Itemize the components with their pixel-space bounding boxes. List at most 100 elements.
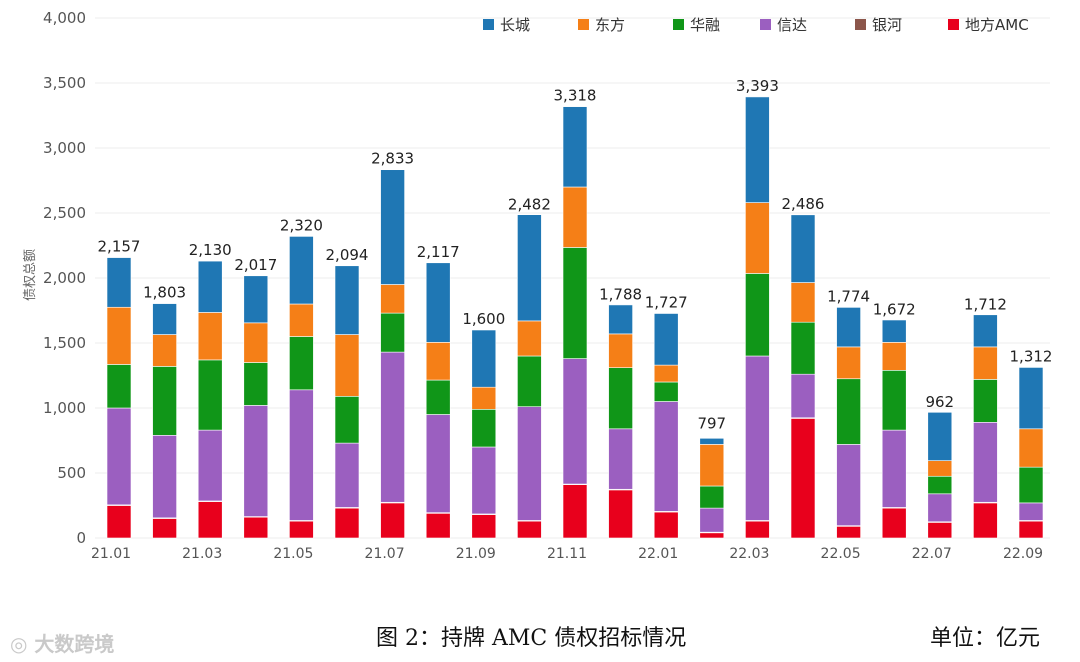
bar-segment-22.07-华融 (927, 475, 953, 495)
y-tick-label: 4,000 (43, 9, 86, 27)
bar-segment-21.09-华融 (471, 408, 497, 448)
y-tick-label: 500 (57, 464, 86, 482)
bar-segment-21.06-华融 (334, 395, 360, 444)
legend: 长城 东方 华融 信达 银河 地方AMC (483, 16, 1029, 34)
bar-segment-21.04-长城 (243, 275, 269, 324)
y-tick-label: 3,500 (43, 74, 86, 92)
bar-segment-22.08-长城 (973, 314, 998, 348)
bar-segment-21.09-地方AMC (471, 514, 497, 539)
legend-label-信达: 信达 (777, 16, 807, 34)
legend-label-华融: 华融 (690, 16, 720, 34)
bar-segment-22.04-东方 (790, 282, 816, 323)
bar-segment-22.07-信达 (927, 493, 953, 523)
bar-total-label: 1,727 (645, 293, 688, 311)
figure-caption: 图 2：持牌 AMC 债权招标情况 (376, 626, 687, 651)
bar-segment-21.06-东方 (334, 334, 360, 397)
y-tick-label: 1,500 (43, 334, 86, 352)
bar-segment-21.12-华融 (608, 367, 633, 430)
x-tick-label: 21.11 (547, 546, 587, 562)
bar-total-label: 2,094 (326, 246, 369, 264)
bar-segment-21.11-信达 (562, 358, 588, 485)
x-tick-label: 22.03 (729, 546, 769, 562)
bar-total-label: 2,320 (280, 216, 323, 234)
bar-segment-21.08-地方AMC (425, 512, 451, 539)
bar-segment-22.08-信达 (973, 421, 998, 503)
legend-swatch-信达 (760, 19, 771, 30)
bar-segment-21.02-地方AMC (152, 518, 177, 539)
unit-label: 单位：亿元 (930, 626, 1041, 651)
x-tick-label: 22.09 (1003, 546, 1043, 562)
bar-segment-21.11-东方 (562, 186, 588, 248)
y-tick-label: 2,000 (43, 269, 86, 287)
bar-segment-22.03-华融 (745, 273, 770, 357)
bar-segment-22.03-东方 (745, 202, 770, 274)
bar-segment-22.06-地方AMC (881, 507, 907, 539)
bar-total-label: 962 (925, 393, 954, 411)
bar-segment-21.11-地方AMC (562, 484, 588, 539)
bar-total-label: 3,318 (554, 87, 597, 105)
bar-segment-22.09-信达 (1018, 502, 1044, 521)
bar-segment-22.01-华融 (653, 381, 679, 402)
bar-segment-21.03-地方AMC (197, 501, 223, 539)
bar-segment-22.08-华融 (973, 379, 998, 423)
bar-segment-21.10-地方AMC (517, 520, 542, 539)
bar-segment-21.04-东方 (243, 322, 269, 363)
bar-segment-22.01-地方AMC (653, 511, 679, 539)
bar-segment-22.04-信达 (790, 373, 816, 419)
bar-segment-21.03-长城 (197, 260, 223, 313)
legend-swatch-银河 (855, 19, 866, 30)
x-tick-label: 21.01 (91, 546, 131, 562)
bar-segment-21.01-信达 (106, 407, 132, 506)
bar-segment-22.05-地方AMC (836, 525, 861, 539)
bar-stacks (106, 96, 1044, 539)
bar-total-label: 2,482 (508, 195, 551, 213)
bar-segment-22.05-华融 (836, 378, 861, 445)
bar-segment-22.08-东方 (973, 346, 998, 380)
bar-segment-21.08-长城 (425, 262, 451, 343)
bar-total-label: 797 (697, 414, 726, 432)
bar-segment-21.08-信达 (425, 414, 451, 513)
bar-segment-21.10-华融 (517, 355, 542, 408)
bar-segment-22.02-信达 (699, 507, 725, 533)
bar-segment-21.06-信达 (334, 442, 360, 508)
bar-segment-21.09-信达 (471, 446, 497, 515)
bar-segment-22.07-长城 (927, 411, 953, 461)
bar-segment-21.11-华融 (562, 247, 588, 359)
x-tick-label: 22.07 (912, 546, 952, 562)
bar-segment-22.01-信达 (653, 401, 679, 512)
bar-segment-21.11-长城 (562, 106, 588, 188)
bar-segment-21.12-东方 (608, 333, 633, 368)
bar-total-label: 1,774 (827, 287, 870, 305)
bar-segment-21.01-地方AMC (106, 505, 132, 539)
bar-total-label: 1,312 (1010, 347, 1053, 365)
bar-segment-21.07-长城 (380, 169, 405, 285)
legend-swatch-华融 (673, 19, 684, 30)
bar-segment-22.05-东方 (836, 346, 861, 380)
bar-segment-22.05-长城 (836, 307, 861, 348)
bar-segment-22.02-地方AMC (699, 532, 725, 539)
bar-segment-21.05-信达 (289, 389, 314, 521)
bar-segment-21.10-东方 (517, 320, 542, 357)
bar-total-label: 2,157 (98, 238, 141, 256)
watermark-logo: ◎ 大数跨境 (10, 632, 115, 656)
y-tick-label: 0 (76, 529, 86, 547)
y-tick-label: 3,000 (43, 139, 86, 157)
bar-segment-21.08-华融 (425, 379, 451, 415)
bar-total-label: 1,788 (599, 286, 642, 304)
bar-segment-21.07-东方 (380, 284, 405, 314)
legend-swatch-长城 (483, 19, 494, 30)
bar-segment-22.02-华融 (699, 485, 725, 509)
bar-segment-21.08-东方 (425, 342, 451, 381)
bar-segment-21.10-长城 (517, 214, 542, 322)
bar-segment-21.03-东方 (197, 312, 223, 361)
bar-segment-22.02-东方 (699, 444, 725, 487)
bar-segment-22.04-长城 (790, 214, 816, 283)
bar-segment-21.03-信达 (197, 429, 223, 502)
x-tick-label: 21.07 (365, 546, 405, 562)
bar-segment-21.10-信达 (517, 406, 542, 521)
legend-label-东方: 东方 (595, 16, 625, 34)
bar-segment-22.01-长城 (653, 313, 679, 366)
legend-label-地方AMC: 地方AMC (965, 16, 1029, 34)
bar-segment-21.06-地方AMC (334, 507, 360, 539)
bar-total-label: 2,130 (189, 241, 232, 259)
